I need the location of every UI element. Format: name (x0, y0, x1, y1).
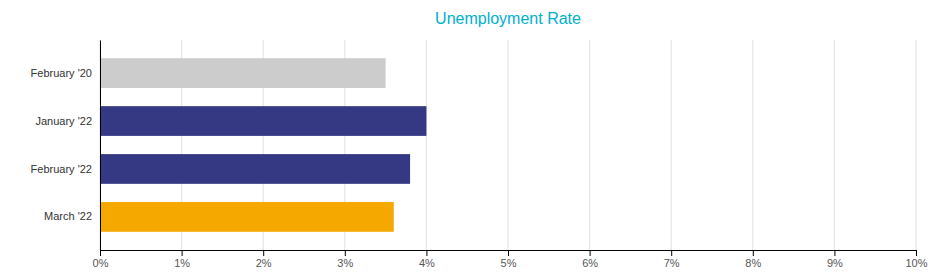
title: Unemployment Rate (435, 10, 581, 27)
tick-mark (100, 250, 101, 256)
tick-label: 1% (174, 257, 190, 269)
tick: 4% (419, 250, 435, 269)
tick: 3% (337, 250, 353, 269)
grid-line (752, 40, 753, 250)
tick: 10% (905, 250, 927, 269)
bar (100, 58, 386, 88)
tick-label: 8% (745, 257, 761, 269)
tick: January '22 (35, 115, 92, 127)
tick: 6% (582, 250, 598, 269)
tick-mark (671, 250, 672, 256)
bar (100, 106, 426, 136)
bar (100, 154, 410, 184)
plot: 0% 1% 2% 3% 4% 5% 6% 7% 8% 9% 10% February '20 Janua… (31, 40, 928, 269)
tick-mark (916, 250, 917, 256)
tick-label: February '20 (31, 67, 92, 79)
grid-line (671, 40, 672, 250)
tick: February '22 (31, 162, 92, 174)
tick-label: 5% (501, 257, 517, 269)
grid-line (426, 40, 427, 250)
tick-label: 6% (582, 257, 598, 269)
tick-label: 3% (337, 257, 353, 269)
tick-mark (345, 250, 346, 256)
tick-label: January '22 (35, 115, 92, 127)
tick-label: February '22 (31, 162, 92, 174)
tick-mark (590, 250, 591, 256)
grid-line (100, 40, 101, 250)
tick-label: 10% (905, 257, 927, 269)
tick: 2% (256, 250, 272, 269)
tick: 1% (174, 250, 190, 269)
bars (100, 58, 426, 232)
tick: 7% (664, 250, 680, 269)
grid-line (916, 40, 917, 250)
axis-line (100, 41, 101, 251)
axis-line (101, 251, 917, 257)
tick: March '22 (44, 210, 92, 222)
grid-line (508, 40, 509, 250)
tick-mark (263, 250, 264, 256)
y-axis: February '20 January '22 February '22 March… (31, 41, 101, 251)
tick-mark (182, 250, 183, 256)
tick-label: 2% (256, 257, 272, 269)
tick-label: March '22 (44, 210, 92, 222)
tick: 9% (827, 250, 843, 269)
x-axis: 0% 1% 2% 3% 4% 5% 6% 7% 8% 9% 10% (93, 250, 928, 269)
tick: 0% (93, 250, 109, 269)
tick-mark (426, 250, 427, 256)
grid-line (834, 40, 835, 250)
tick-label: 9% (827, 257, 843, 269)
tick-label: 0% (93, 257, 109, 269)
chart: 0% 1% 2% 3% 4% 5% 6% 7% 8% 9% 10% February '20 Janua… (0, 0, 946, 280)
tick-mark (834, 250, 835, 256)
tick: February '20 (31, 67, 92, 79)
bar (100, 202, 394, 232)
grid (100, 40, 916, 250)
tick-label: 4% (419, 257, 435, 269)
grid-line (589, 40, 590, 250)
tick-mark (753, 250, 754, 256)
tick: 8% (745, 250, 761, 269)
tick: 5% (501, 250, 517, 269)
tick-mark (508, 250, 509, 256)
tick-label: 7% (664, 257, 680, 269)
